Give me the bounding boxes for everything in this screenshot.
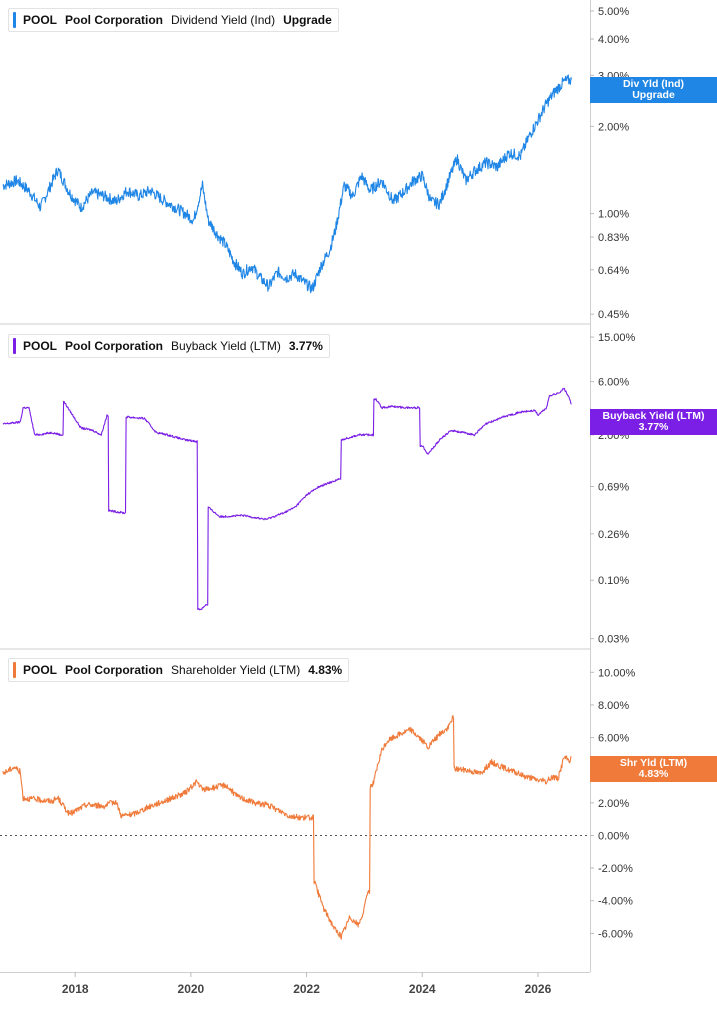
y-tick-label: 10.00% xyxy=(598,667,636,679)
y-tick-label: 0.00% xyxy=(598,830,629,842)
y-tick-label: 2.00% xyxy=(598,798,629,810)
legend-dividend-yield: POOL Pool Corporation Dividend Yield (In… xyxy=(8,8,339,32)
legend-value: 4.83% xyxy=(308,663,343,677)
badge-value: 3.77% xyxy=(638,421,669,433)
legend-metric: Buyback Yield (LTM) xyxy=(171,339,281,353)
x-tick-label: 2026 xyxy=(525,982,552,996)
x-tick-label: 2020 xyxy=(178,982,205,996)
legend-swatch xyxy=(13,12,16,28)
y-tick-label: -2.00% xyxy=(598,863,633,875)
y-tick-label: 15.00% xyxy=(598,332,636,344)
legend-company: Pool Corporation xyxy=(65,663,164,677)
legend-buyback-yield: POOL Pool Corporation Buyback Yield (LTM… xyxy=(8,334,330,358)
y-tick-label: 1.00% xyxy=(598,209,629,221)
legend-value: 3.77% xyxy=(288,339,323,353)
y-tick-label: 0.10% xyxy=(598,575,629,587)
badge-buyback-yield: Buyback Yield (LTM) 3.77% xyxy=(590,409,717,435)
y-tick-label: 0.64% xyxy=(598,265,629,277)
legend-swatch xyxy=(13,338,16,354)
badge-label: Buyback Yield (LTM) xyxy=(602,410,705,422)
y-tick-label: 0.26% xyxy=(598,529,629,541)
badge-label: Shr Yld (LTM) xyxy=(619,757,688,769)
series-line-dividend xyxy=(2,74,573,294)
series-line-buyback xyxy=(2,387,572,611)
legend-metric: Shareholder Yield (LTM) xyxy=(171,663,301,677)
legend-company: Pool Corporation xyxy=(65,339,164,353)
badge-value[interactable]: Upgrade xyxy=(632,89,675,101)
legend-company: Pool Corporation xyxy=(65,13,164,27)
y-tick-label: 6.00% xyxy=(598,733,629,745)
y-tick-label: 2.00% xyxy=(598,121,629,133)
legend-shareholder-yield: POOL Pool Corporation Shareholder Yield … xyxy=(8,658,350,682)
y-tick-label: 0.83% xyxy=(598,232,629,244)
legend-metric: Dividend Yield (Ind) xyxy=(171,13,276,27)
y-tick-label: 0.03% xyxy=(598,634,629,646)
y-tick-label: 4.00% xyxy=(598,34,629,46)
x-tick-label: 2022 xyxy=(293,982,320,996)
x-tick-label: 2024 xyxy=(409,982,436,996)
x-tick-label: 2018 xyxy=(62,982,89,996)
series-line-shareholder xyxy=(2,715,572,940)
y-tick-label: 0.69% xyxy=(598,481,629,493)
y-tick-label: -6.00% xyxy=(598,928,633,940)
legend-swatch xyxy=(13,662,16,678)
legend-symbol: POOL xyxy=(23,13,58,27)
y-tick-label: 0.45% xyxy=(598,309,629,321)
legend-symbol: POOL xyxy=(23,663,58,677)
y-tick-label: 5.00% xyxy=(598,6,629,18)
legend-symbol: POOL xyxy=(23,339,58,353)
badge-shareholder-yield: Shr Yld (LTM) 4.83% xyxy=(590,756,717,782)
badge-value: 4.83% xyxy=(638,768,669,780)
badge-label: Div Yld (Ind) xyxy=(622,78,685,90)
y-tick-label: 8.00% xyxy=(598,700,629,712)
legend-value[interactable]: Upgrade xyxy=(283,13,332,27)
y-tick-label: 6.00% xyxy=(598,377,629,389)
badge-dividend-yield: Div Yld (Ind) Upgrade xyxy=(590,77,717,103)
y-tick-label: -4.00% xyxy=(598,896,633,908)
